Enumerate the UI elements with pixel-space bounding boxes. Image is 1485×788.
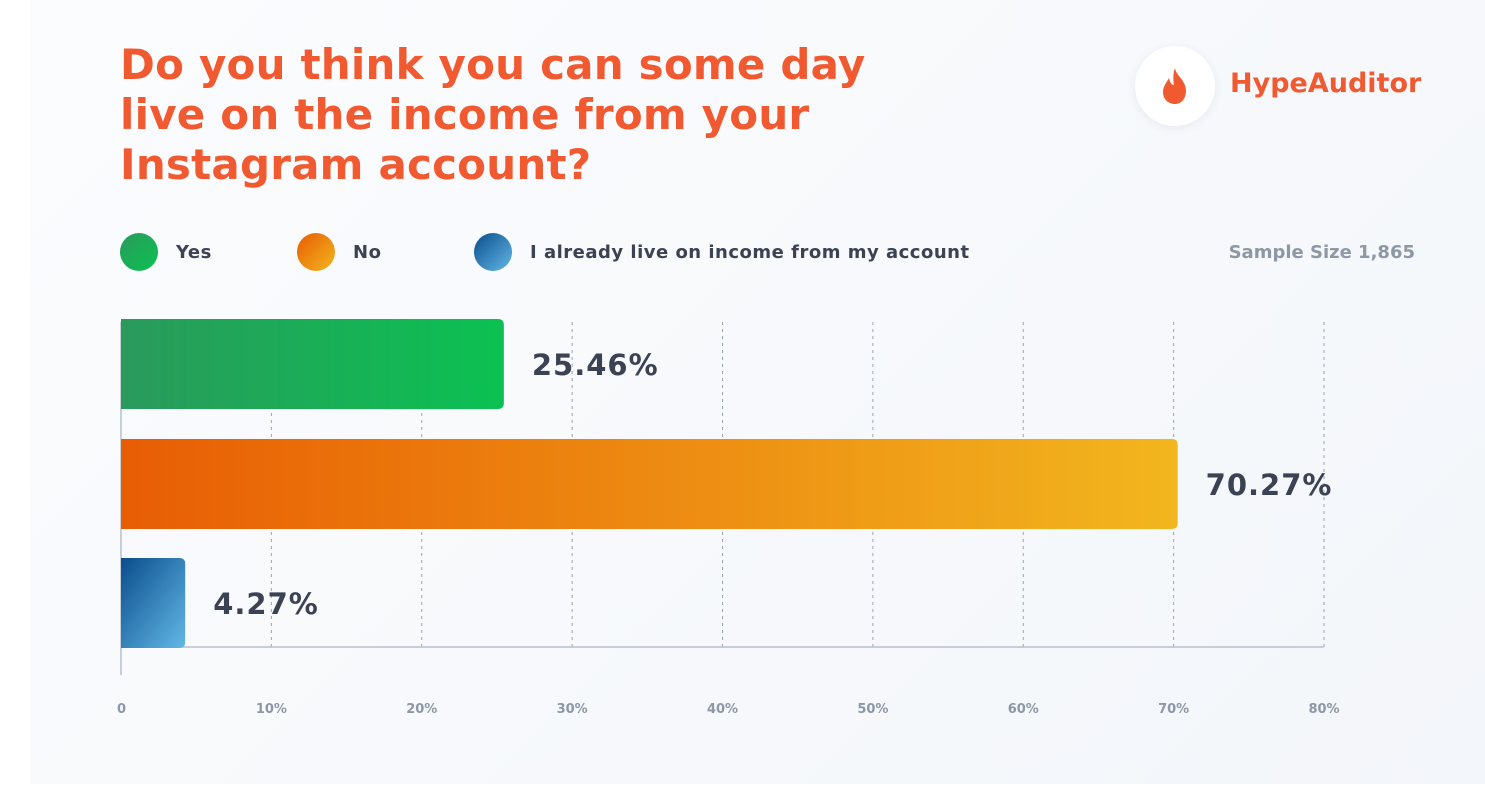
legend-swatch-no [297, 233, 335, 271]
legend-swatch-already [474, 233, 512, 271]
x-tick-label: 40% [707, 702, 738, 717]
value-label-yes: 25.46% [532, 348, 659, 382]
x-tick-label: 50% [857, 702, 888, 717]
x-tick-label: 20% [406, 702, 437, 717]
x-tick-label: 80% [1308, 702, 1339, 717]
x-tick-label: 0 [117, 702, 126, 717]
legend-swatch-yes [120, 233, 158, 271]
bar-no [121, 439, 1178, 529]
legend-label-already: I already live on income from my account [530, 241, 970, 263]
bar-yes [121, 319, 504, 409]
x-tick-label: 30% [557, 702, 588, 717]
legend-item-no: No [297, 232, 381, 272]
sample-size: Sample Size 1,865 [1228, 242, 1415, 263]
logo-badge [1135, 46, 1215, 126]
flame-icon [1163, 68, 1186, 104]
legend-label-yes: Yes [176, 241, 212, 263]
legend-label-no: No [353, 241, 382, 263]
value-label-already: 4.27% [213, 587, 319, 621]
x-tick-label: 10% [256, 702, 287, 717]
brand-name: HypeAuditor [1230, 68, 1422, 99]
value-label-no: 70.27% [1206, 468, 1333, 502]
legend-item-yes: Yes [120, 232, 212, 272]
chart-title: Do you think you can some day live on th… [120, 40, 866, 189]
bar-already [121, 558, 186, 648]
x-tick-label: 60% [1008, 702, 1039, 717]
x-tick-label: 70% [1158, 702, 1189, 717]
legend-item-already: I already live on income from my account [474, 232, 970, 272]
